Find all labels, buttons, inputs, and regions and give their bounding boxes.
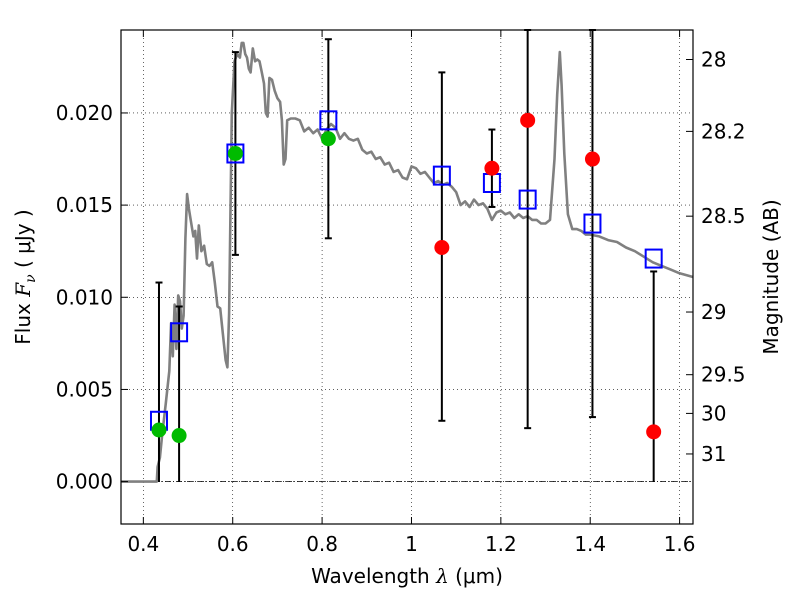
model-square-marker xyxy=(432,165,451,186)
error-bar xyxy=(175,305,183,482)
model-square-marker xyxy=(644,248,663,269)
model-square-marker xyxy=(226,143,245,164)
y-axis-label-subscript: ν xyxy=(23,274,39,283)
x-tick-label: 0.8 xyxy=(306,532,338,556)
error-bar xyxy=(155,281,163,482)
x-axis-label: Wavelength λ (μm) xyxy=(311,564,503,588)
green-data-point xyxy=(227,146,243,161)
x-axis-label-prefix: Wavelength xyxy=(311,564,436,588)
red-data-point xyxy=(484,160,500,176)
markers xyxy=(149,110,663,444)
model-square-marker xyxy=(319,110,338,131)
y-axis-label-symbol: F xyxy=(11,282,35,298)
y2-tick-label: 29.5 xyxy=(701,363,746,387)
x-axis-label-units: (μm) xyxy=(449,564,503,588)
y-tick-label: 0.020 xyxy=(56,101,113,125)
error-bar xyxy=(650,270,658,482)
y2-tick-label: 28.5 xyxy=(701,204,746,228)
red-data-point xyxy=(646,424,662,440)
y-axis-label: Flux Fν ( μJy ) xyxy=(11,209,39,344)
y2-tick-label: 29 xyxy=(701,300,726,324)
x-tick-label: 0.6 xyxy=(217,532,249,556)
y-axis-label-units: ( μJy ) xyxy=(11,209,35,274)
red-data-point xyxy=(434,240,450,256)
green-data-point xyxy=(320,131,336,147)
model-spectrum-group xyxy=(121,41,694,483)
model-spectrum-line xyxy=(121,41,694,483)
model-square-marker xyxy=(583,213,602,234)
red-data-point xyxy=(584,151,600,167)
x-tick-label: 1.4 xyxy=(574,532,606,556)
y-tick-label: 0.015 xyxy=(56,193,113,217)
model-square-marker xyxy=(170,322,189,343)
plot-background xyxy=(121,30,693,524)
y-axis-ticks: 0.000 0.005 0.010 0.015 0.020 xyxy=(56,101,128,494)
y-tick-label: 0.010 xyxy=(56,285,113,309)
x-tick-label: 1.2 xyxy=(485,532,517,556)
green-data-point xyxy=(171,428,187,444)
y-tick-label: 0.005 xyxy=(56,377,113,401)
y-tick-label: 0.000 xyxy=(56,470,113,494)
x-axis-label-symbol: λ xyxy=(435,564,449,588)
y2-tick-label: 28.2 xyxy=(701,119,746,143)
y2-tick-label: 30 xyxy=(701,401,726,425)
model-square-marker xyxy=(518,189,537,210)
y2-tick-label: 31 xyxy=(701,442,726,466)
y-axis-label-prefix: Flux xyxy=(11,297,35,345)
x-tick-label: 1.6 xyxy=(664,532,696,556)
y2-axis-ticks: 28 28.2 28.5 29 29.5 30 31 xyxy=(686,47,746,466)
x-tick-label: 0.4 xyxy=(127,532,159,556)
x-axis-ticks: 0.4 0.6 0.8 1 1.2 1.4 1.6 xyxy=(127,30,696,556)
y2-tick-label: 28 xyxy=(701,47,726,71)
y2-axis-label: Magnitude (AB) xyxy=(759,199,783,354)
red-data-point xyxy=(520,112,536,128)
green-data-point xyxy=(151,422,167,438)
plot-frame xyxy=(120,29,694,525)
x-tick-label: 1 xyxy=(405,532,418,556)
